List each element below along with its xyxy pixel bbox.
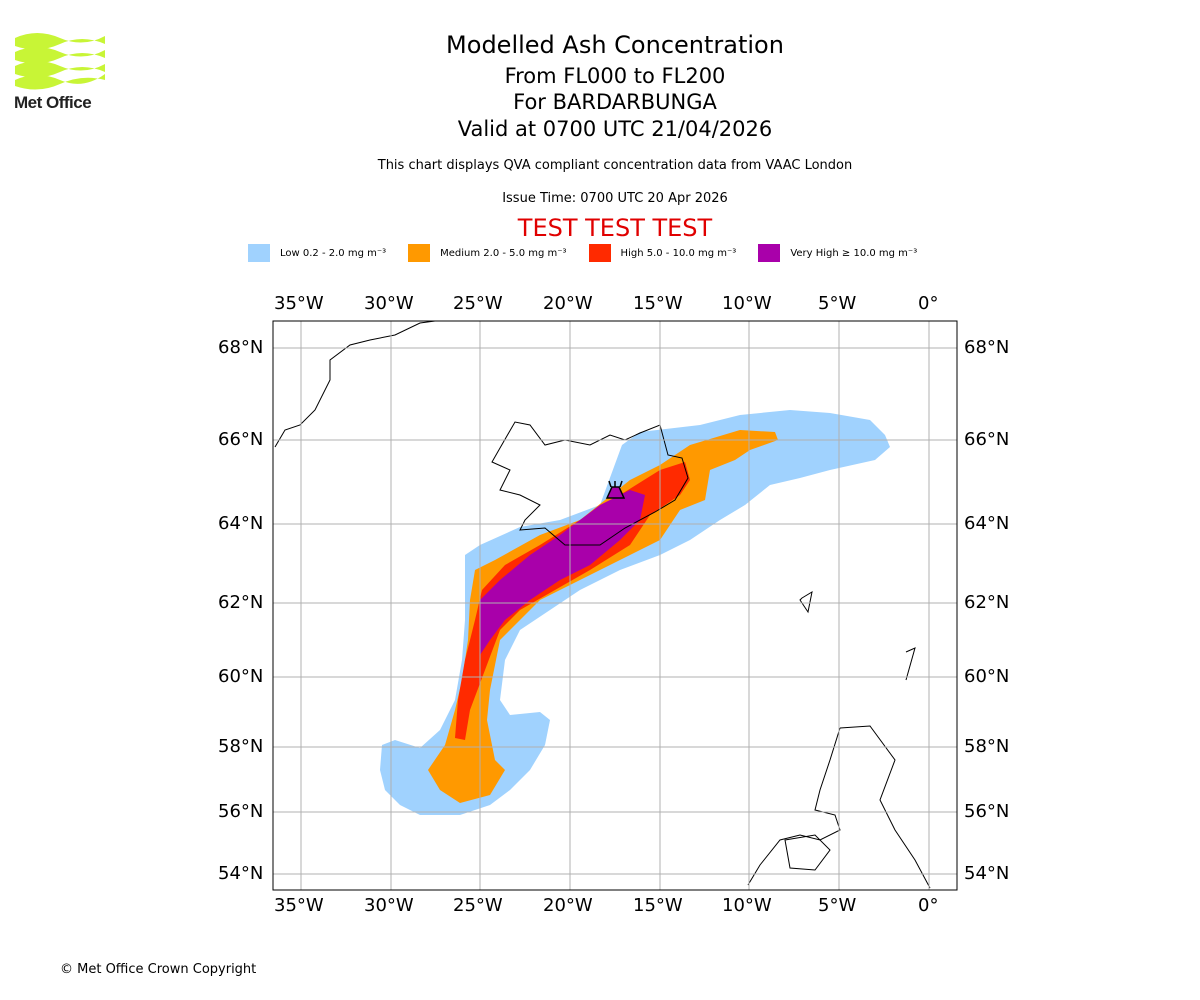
lon-label: 25°W bbox=[453, 293, 503, 314]
legend-label: Very High ≥ 10.0 mg m⁻³ bbox=[790, 247, 918, 259]
lat-label: 64°N bbox=[964, 513, 1010, 534]
legend-label: Medium 2.0 - 5.0 mg m⁻³ bbox=[440, 247, 567, 259]
legend-label: Low 0.2 - 2.0 mg m⁻³ bbox=[280, 247, 387, 259]
lat-label: 58°N bbox=[218, 736, 264, 757]
lat-label: 62°N bbox=[964, 592, 1010, 613]
legend-item-very-high: Very High ≥ 10.0 mg m⁻³ bbox=[758, 244, 917, 262]
lat-label: 60°N bbox=[964, 666, 1010, 687]
legend-swatch bbox=[758, 244, 781, 262]
lon-label: 15°W bbox=[633, 895, 683, 916]
map-frame bbox=[272, 320, 958, 891]
volcano-name: For BARDARBUNGA bbox=[513, 90, 717, 114]
lon-label: 5°W bbox=[818, 293, 857, 314]
lon-label: 0° bbox=[918, 895, 939, 916]
legend-swatch bbox=[408, 244, 431, 262]
legend-item-high: High 5.0 - 10.0 mg m⁻³ bbox=[588, 244, 737, 262]
coastlines bbox=[274, 321, 931, 889]
lat-label: 56°N bbox=[218, 801, 264, 822]
ash-medium-area bbox=[428, 430, 778, 803]
chart-title: Modelled Ash Concentration bbox=[446, 31, 784, 59]
lon-label: 30°W bbox=[364, 293, 414, 314]
svg-text:Met Office: Met Office bbox=[14, 93, 91, 112]
legend-label: High 5.0 - 10.0 mg m⁻³ bbox=[620, 247, 737, 259]
lat-label: 66°N bbox=[218, 429, 264, 450]
test-banner: TEST TEST TEST bbox=[517, 214, 713, 242]
lon-label: 5°W bbox=[818, 895, 857, 916]
legend-item-low: Low 0.2 - 2.0 mg m⁻³ bbox=[248, 244, 386, 262]
lon-label: 25°W bbox=[453, 895, 503, 916]
issue-time: Issue Time: 0700 UTC 20 Apr 2026 bbox=[502, 191, 728, 206]
lat-label: 54°N bbox=[964, 863, 1010, 884]
ash-high-area bbox=[455, 462, 690, 740]
description: This chart displays QVA compliant concen… bbox=[377, 158, 853, 173]
lon-label: 20°W bbox=[543, 895, 593, 916]
ash-very-high-area bbox=[480, 490, 645, 655]
valid-time: Valid at 0700 UTC 21/04/2026 bbox=[457, 117, 773, 141]
gridlines bbox=[273, 321, 957, 890]
legend-item-medium: Medium 2.0 - 5.0 mg m⁻³ bbox=[408, 244, 567, 262]
lat-label: 56°N bbox=[964, 801, 1010, 822]
met-office-logo: Met Office bbox=[14, 33, 105, 112]
lat-label: 58°N bbox=[964, 736, 1010, 757]
lon-label: 20°W bbox=[543, 293, 593, 314]
lat-label: 60°N bbox=[218, 666, 264, 687]
legend: Low 0.2 - 2.0 mg m⁻³ Medium 2.0 - 5.0 mg… bbox=[248, 244, 939, 262]
ash-low-area bbox=[380, 410, 890, 815]
lat-label: 68°N bbox=[964, 337, 1010, 358]
lat-label: 68°N bbox=[218, 337, 264, 358]
legend-swatch bbox=[588, 244, 611, 262]
lon-label: 30°W bbox=[364, 895, 414, 916]
lon-label: 35°W bbox=[274, 293, 324, 314]
copyright: © Met Office Crown Copyright bbox=[60, 962, 257, 977]
lon-label: 10°W bbox=[722, 895, 772, 916]
lon-label: 0° bbox=[918, 293, 939, 314]
legend-swatch bbox=[248, 244, 270, 262]
lat-label: 54°N bbox=[218, 863, 264, 884]
volcano-icon bbox=[605, 480, 626, 499]
lon-label: 35°W bbox=[274, 895, 324, 916]
lat-label: 64°N bbox=[218, 513, 264, 534]
lat-label: 66°N bbox=[964, 429, 1010, 450]
lon-label: 10°W bbox=[722, 293, 772, 314]
flight-levels: From FL000 to FL200 bbox=[504, 64, 726, 88]
lon-label: 15°W bbox=[633, 293, 683, 314]
lat-label: 62°N bbox=[218, 592, 264, 613]
